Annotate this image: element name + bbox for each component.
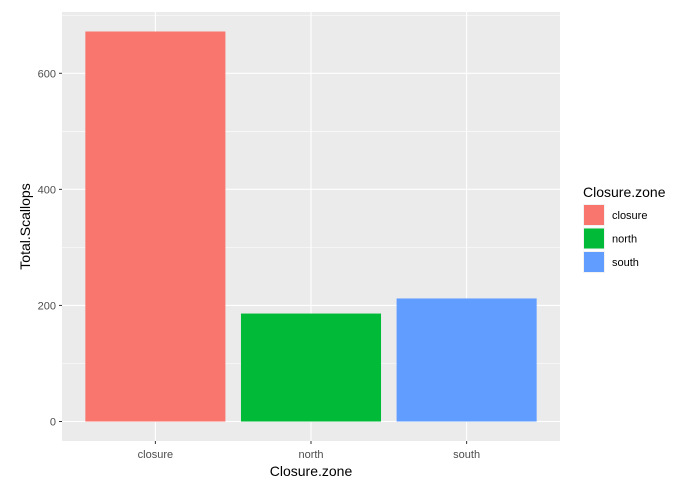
bar-closure — [85, 31, 226, 422]
legend-swatch-south — [584, 252, 604, 272]
legend-label-north: north — [612, 234, 637, 246]
y-tick-label: 200 — [38, 300, 56, 312]
y-tick-label: 0 — [50, 417, 56, 429]
y-tick-label: 400 — [38, 184, 56, 196]
bar-north — [240, 313, 382, 422]
x-axis-title: Closure.zone — [270, 463, 353, 479]
legend-swatch-closure — [584, 205, 604, 225]
y-axis: 0 200 400 600 — [38, 68, 62, 429]
x-tick-label: south — [453, 449, 480, 461]
x-tick-label: north — [298, 449, 323, 461]
x-tick-label: closure — [138, 449, 173, 461]
y-axis-title: Total.Scallops — [17, 183, 33, 269]
bar-south — [396, 298, 537, 422]
x-axis: closure north south — [138, 441, 480, 461]
legend-title: Closure.zone — [583, 184, 666, 200]
legend-swatch-north — [584, 228, 604, 249]
legend-label-closure: closure — [612, 210, 647, 222]
legend-label-south: south — [612, 257, 639, 269]
bars-group — [85, 31, 537, 422]
y-tick-label: 600 — [38, 68, 56, 80]
legend: Closure.zone closure north south — [583, 184, 666, 273]
